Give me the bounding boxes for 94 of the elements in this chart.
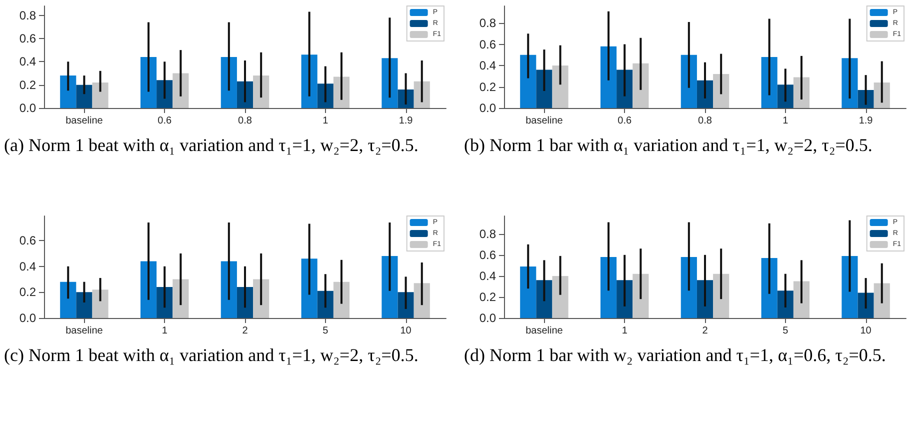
bar (382, 256, 398, 318)
y-tick-label: 0.6 (19, 234, 36, 248)
bar (317, 84, 334, 108)
x-tick-label: 1 (162, 326, 168, 336)
x-tick-label: 1 (622, 326, 628, 336)
y-tick-label: 0.6 (479, 37, 496, 52)
x-tick-label: 1.9 (398, 116, 414, 126)
bar (874, 283, 890, 318)
bar (172, 73, 189, 108)
bar (761, 57, 778, 108)
bar (842, 256, 858, 318)
text: (b) Norm 1 bar with α₁ variation and τ₁=1, w₂=2, τ₂=0.5. (463, 134, 874, 157)
y-tick-label: 0.0 (479, 101, 496, 115)
bar (793, 281, 810, 318)
bar (520, 266, 536, 318)
y-tick-label: 0.0 (19, 311, 36, 325)
x-tick-label: 1 (782, 116, 789, 126)
bar (713, 74, 730, 108)
y-tick-label: 0.6 (19, 31, 36, 46)
bar (382, 58, 398, 108)
bar (616, 70, 633, 108)
x-tick-label: 2 (702, 326, 708, 336)
bar (172, 279, 189, 318)
y-tick-label: 0.2 (19, 78, 36, 92)
bar (333, 282, 350, 318)
bar (600, 46, 617, 108)
bar (842, 58, 858, 108)
bar (92, 82, 108, 108)
bar (60, 282, 76, 318)
bar (92, 290, 108, 318)
y-tick-label: 0.4 (19, 259, 36, 274)
y-tick-label: 0.2 (479, 290, 496, 304)
bar (536, 280, 552, 318)
bar (76, 84, 92, 108)
y-tick-label: 0.8 (19, 8, 36, 22)
bar (552, 276, 568, 318)
text: (a) Norm 1 beat with α₁ variation and τ₁=1, w₂=2, τ₂=0.5. (3, 134, 420, 157)
y-tick-label: 0.4 (479, 268, 496, 283)
text: (c) Norm 1 beat with α₁ variation and τ₁=1, w₂=2, τ₂=0.5. (3, 344, 420, 367)
y-tick-label: 0.2 (479, 80, 496, 94)
y-tick-label: 0.8 (479, 16, 496, 30)
x-tick-label: 0.8 (698, 116, 712, 126)
bar (236, 287, 254, 318)
x-tick-label: 0.6 (618, 116, 632, 126)
y-tick-label: 0.4 (19, 54, 36, 69)
x-tick-label: 10 (860, 326, 872, 336)
bar (220, 261, 237, 318)
y-tick-label: 0.0 (479, 311, 496, 325)
bar (713, 274, 730, 318)
bar (632, 274, 649, 318)
bar (536, 70, 552, 108)
bar (156, 80, 173, 108)
bar (696, 80, 714, 108)
x-tick-label: baseline (526, 326, 564, 336)
bar (874, 82, 890, 108)
bar (414, 283, 430, 318)
bar (680, 257, 697, 318)
bar (398, 292, 414, 318)
bar (253, 76, 270, 108)
x-tick-label: 0.6 (158, 116, 172, 126)
bar (76, 292, 92, 318)
x-tick-label: 1.9 (858, 116, 874, 126)
bar (520, 54, 536, 108)
bar (253, 279, 270, 318)
bar (680, 54, 697, 108)
bar (632, 63, 649, 108)
bar (616, 280, 633, 318)
x-tick-label: 5 (322, 326, 329, 336)
bar (858, 292, 874, 318)
bar (777, 84, 794, 108)
y-tick-label: 0.6 (479, 248, 496, 262)
y-tick-label: 0.0 (19, 101, 36, 115)
bar (317, 290, 334, 318)
x-tick-label: 5 (782, 326, 789, 336)
text: (d) Norm 1 bar with w₂ variation and τ₁=1, α₁=0.6, τ₂=0.5. (463, 344, 887, 367)
y-tick-label: 0.4 (479, 58, 496, 72)
x-tick-label: baseline (66, 326, 104, 336)
x-tick-label: 0.8 (238, 116, 252, 126)
bar (301, 258, 318, 318)
y-tick-label: 0.8 (479, 226, 496, 241)
x-tick-label: baseline (66, 116, 104, 126)
x-tick-label: 1 (322, 116, 329, 126)
bar (60, 76, 76, 108)
bar (301, 54, 318, 108)
x-tick-label: 2 (242, 326, 248, 336)
bar (600, 257, 617, 318)
bar (761, 258, 778, 318)
bar (156, 287, 173, 318)
x-tick-label: baseline (526, 116, 564, 126)
y-tick-label: 0.2 (19, 285, 36, 300)
bar (777, 290, 794, 318)
bar (552, 66, 568, 108)
x-tick-label: 10 (400, 326, 412, 336)
bar (220, 57, 237, 108)
